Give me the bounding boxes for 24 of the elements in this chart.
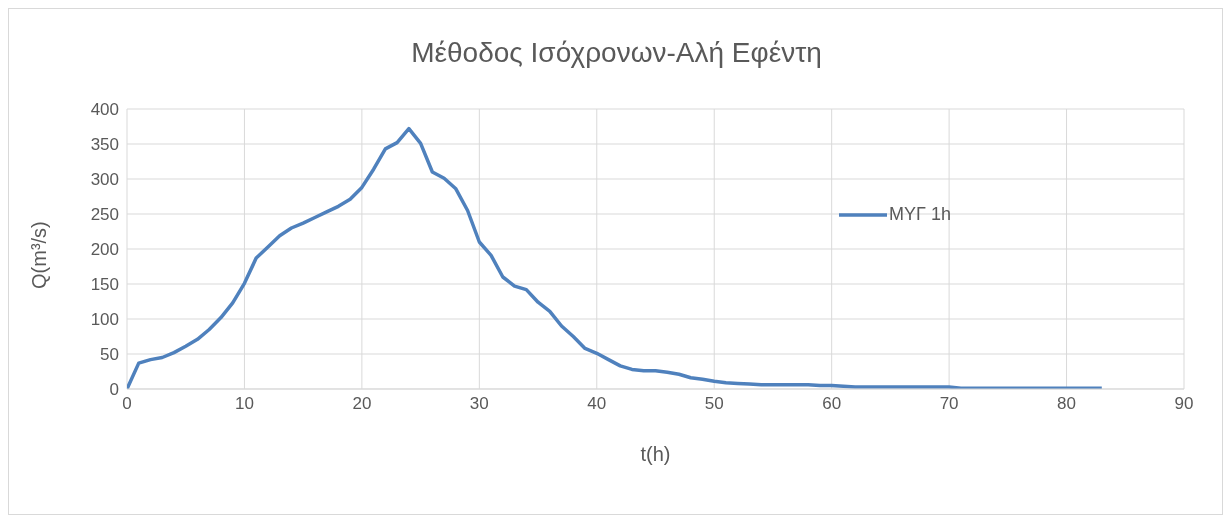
y-tick-label: 0 xyxy=(109,380,119,400)
x-tick-label: 60 xyxy=(822,394,842,414)
x-tick-label: 20 xyxy=(352,394,372,414)
x-tick-label: 0 xyxy=(122,394,132,414)
x-tick-label: 40 xyxy=(587,394,607,414)
x-tick-label: 10 xyxy=(234,394,254,414)
legend-label: ΜΥΓ 1h xyxy=(889,204,951,225)
x-axis-title: t(h) xyxy=(640,443,671,465)
y-tick-label: 250 xyxy=(90,205,119,225)
y-axis-title: Q(m³/s) xyxy=(28,221,51,289)
line-series xyxy=(127,126,1104,389)
y-tick-label: 350 xyxy=(90,135,119,155)
y-tick-label: 50 xyxy=(100,345,119,365)
x-tick-label: 50 xyxy=(704,394,724,414)
y-tick-label: 400 xyxy=(90,100,119,120)
y-tick-label: 150 xyxy=(90,275,119,295)
x-tick-label: 30 xyxy=(469,394,489,414)
y-tick-label: 300 xyxy=(90,170,119,190)
x-tick-label: 70 xyxy=(939,394,959,414)
y-tick-label: 200 xyxy=(90,240,119,260)
chart-title: Μέθοδος Ισόχρονων-Αλή Εφέντη xyxy=(410,37,823,69)
x-tick-label: 90 xyxy=(1174,394,1194,414)
y-tick-label: 100 xyxy=(90,310,119,330)
x-tick-label: 80 xyxy=(1057,394,1077,414)
